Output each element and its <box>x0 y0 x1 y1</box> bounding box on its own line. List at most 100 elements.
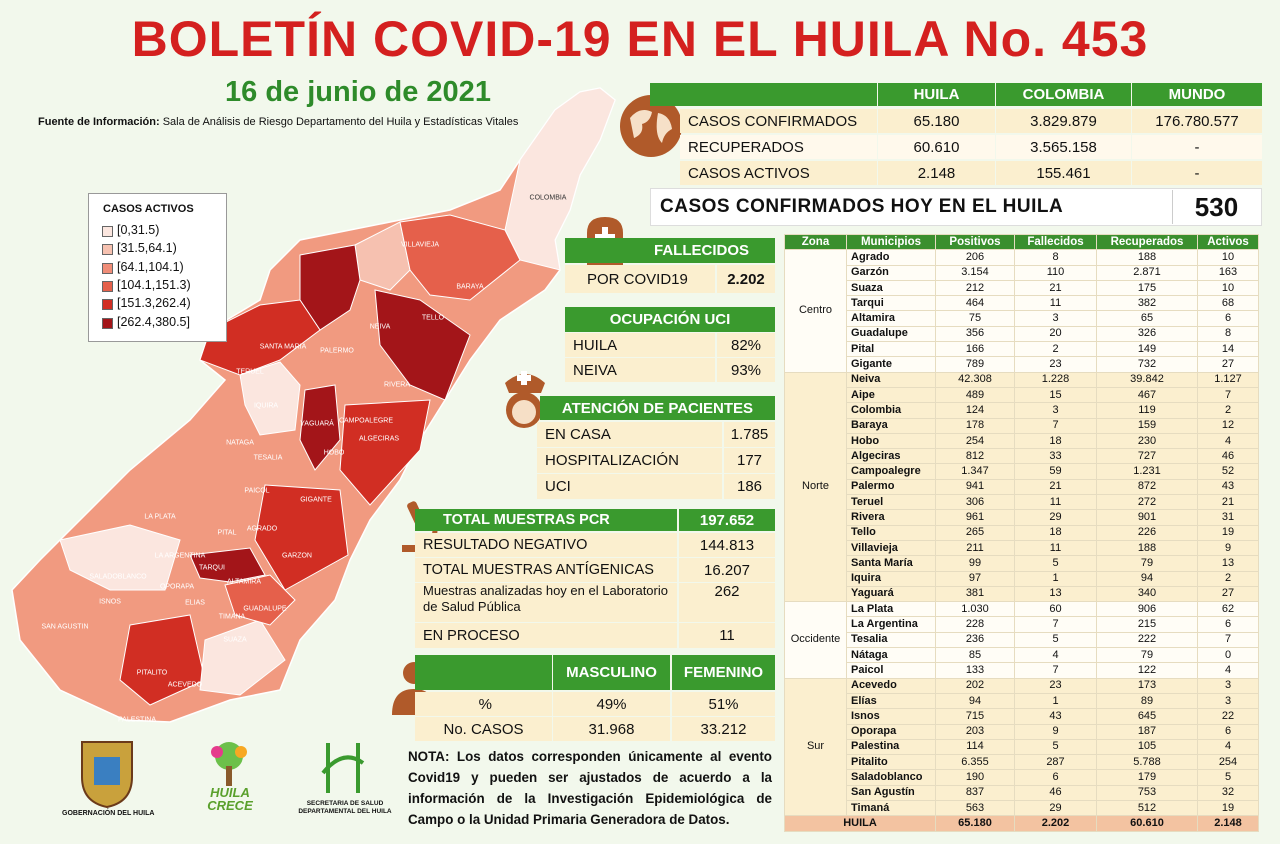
summary-label: CASOS CONFIRMADOS <box>680 109 877 133</box>
municipality: Nátaga <box>846 647 936 664</box>
table-value: 159 <box>1096 417 1198 434</box>
table-row: Aipe 489 15 467 7 <box>784 386 1259 404</box>
table-value: 52 <box>1197 463 1259 480</box>
table-value: 13 <box>1197 555 1259 572</box>
table-value: 9 <box>1197 539 1259 557</box>
table-value: 272 <box>1096 494 1198 511</box>
table-row: Altamira 75 3 65 6 <box>784 310 1259 327</box>
total-row: HUILA 65.180 2.202 60.610 2.148 <box>784 815 1259 832</box>
deaths-header-blank <box>565 238 628 263</box>
map-label: LA PLATA <box>144 513 176 521</box>
table-value: 4 <box>1197 432 1259 450</box>
summary-value: - <box>1132 135 1262 159</box>
municipality: Villavieja <box>846 539 936 557</box>
tests-label: RESULTADO NEGATIVO <box>415 533 677 557</box>
table-value: 340 <box>1096 585 1198 603</box>
table-value: 43 <box>1014 708 1097 725</box>
table-value: 21 <box>1197 494 1259 511</box>
icu-value: 93% <box>717 358 775 382</box>
table-value: 645 <box>1096 708 1198 725</box>
map-label: GUADALUPE <box>243 605 287 613</box>
table-value: 1 <box>1014 570 1097 587</box>
summary-header: COLOMBIA <box>996 83 1131 106</box>
municipality: Timaná <box>846 799 936 817</box>
zone-cell: Sur <box>784 677 847 817</box>
region <box>59 524 181 591</box>
table-value: 187 <box>1096 723 1198 740</box>
municipality: Isnos <box>846 708 936 725</box>
table-value: 7 <box>1014 417 1097 434</box>
table-value: 254 <box>1197 754 1259 771</box>
municipality: Palermo <box>846 478 936 496</box>
total-label: HUILA <box>784 815 936 832</box>
care-label: HOSPITALIZACIÓN <box>537 448 722 473</box>
table-value: 265 <box>935 524 1015 541</box>
table-value: 961 <box>935 509 1015 526</box>
tests-value: 262 <box>679 583 775 622</box>
gender-value: 31.968 <box>553 717 670 741</box>
table-value: 8 <box>1197 325 1259 343</box>
table-value: 19 <box>1197 524 1259 541</box>
today-label: CASOS CONFIRMADOS HOY EN EL HUILA <box>660 196 1064 217</box>
region <box>119 614 206 706</box>
map-label: SALADOBLANCO <box>89 573 147 581</box>
logo-text: GOBERNACIÓN DEL HUILA <box>62 810 155 817</box>
map-label: OPORAPA <box>159 583 195 591</box>
map-label: VILLAVIEJA <box>400 241 440 249</box>
table-value: 3.154 <box>935 264 1015 281</box>
table-value: 1.127 <box>1197 371 1259 388</box>
municipality: Garzón <box>846 264 936 281</box>
table-value: 7 <box>1197 631 1259 649</box>
table-row: Hobo 254 18 230 4 <box>784 432 1259 450</box>
table-row: Campoalegre 1.347 59 1.231 52 <box>784 463 1259 480</box>
table-value: 29 <box>1014 509 1097 526</box>
table-value: 10 <box>1197 249 1259 266</box>
table-value: 94 <box>935 692 1015 710</box>
table-value: 23 <box>1014 356 1097 373</box>
table-value: 114 <box>935 738 1015 756</box>
table-value: 727 <box>1096 448 1198 465</box>
table-row: Elías 94 1 89 3 <box>784 692 1259 710</box>
summary-value: 155.461 <box>996 161 1131 185</box>
map-label: PAICOL <box>244 487 270 495</box>
map-label: YAGUARÁ <box>300 420 334 428</box>
total-value: 65.180 <box>935 815 1015 832</box>
map-label: CAMPOALEGRE <box>338 417 394 425</box>
municipality: Saladoblanco <box>846 769 936 786</box>
table-value: 42.308 <box>935 371 1015 388</box>
table-value: 4 <box>1197 738 1259 756</box>
table-value: 202 <box>935 677 1015 694</box>
total-value: 2.202 <box>1014 815 1097 832</box>
municipality: Agrado <box>846 249 936 266</box>
tests-value: 144.813 <box>679 533 775 557</box>
today-box <box>650 188 1262 226</box>
table-value: 837 <box>935 784 1015 801</box>
table-value: 3 <box>1014 310 1097 327</box>
table-value: 789 <box>935 356 1015 373</box>
region <box>224 574 296 626</box>
table-value: 65 <box>1096 310 1198 327</box>
legend-label: [31.5,64.1) <box>117 241 177 256</box>
table-value: 10 <box>1197 279 1259 297</box>
table-value: 105 <box>1096 738 1198 756</box>
table-value: 23 <box>1014 677 1097 694</box>
table-value: 75 <box>935 310 1015 327</box>
table-row: Guadalupe 356 20 326 8 <box>784 325 1259 343</box>
table-value: 5 <box>1014 555 1097 572</box>
table-value: 6 <box>1014 769 1097 786</box>
region <box>199 299 321 376</box>
table-value: 236 <box>935 631 1015 649</box>
municipality: Palestina <box>846 738 936 756</box>
deaths-value: 2.202 <box>717 265 775 293</box>
table-value: 89 <box>1096 692 1198 710</box>
gender-header-blank <box>415 655 552 690</box>
map <box>11 87 616 723</box>
tree-logo <box>211 742 247 786</box>
care-label: EN CASA <box>537 422 722 447</box>
care-value: 1.785 <box>724 422 775 447</box>
table-value: 59 <box>1014 463 1097 480</box>
legend-swatch <box>102 317 113 329</box>
municipality: Oporapa <box>846 723 936 740</box>
table-value: 2 <box>1197 402 1259 419</box>
